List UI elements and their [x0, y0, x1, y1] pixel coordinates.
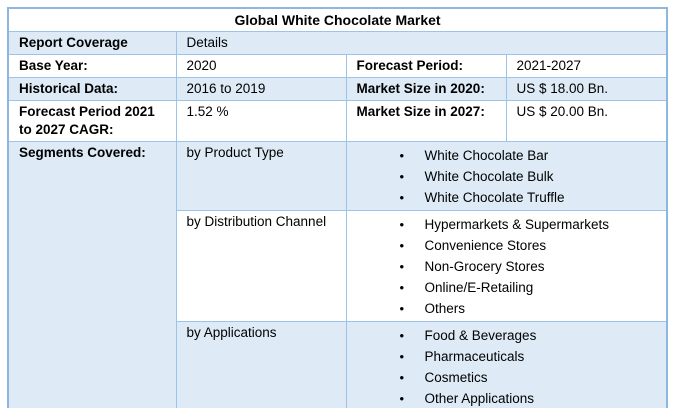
report-coverage-value: Details — [175, 31, 668, 55]
market-report-table: Global White Chocolate Market Report Cov… — [7, 7, 669, 408]
list-item-label: White Chocolate Truffle — [424, 190, 565, 205]
list-item-label: Cosmetics — [424, 370, 488, 385]
list-item: • Non-Grocery Stores — [357, 256, 657, 277]
base-year-value: 2020 — [175, 54, 347, 78]
table-title: Global White Chocolate Market — [7, 7, 668, 32]
bullet-icon: • — [399, 328, 405, 343]
list-item-label: Others — [424, 301, 466, 316]
list-item: • Hypermarkets & Supermarkets — [357, 214, 657, 235]
list-item: • Others — [357, 298, 657, 319]
bullet-icon: • — [399, 301, 405, 316]
list-item-label: White Chocolate Bulk — [424, 169, 554, 184]
historical-data-value: 2016 to 2019 — [175, 77, 347, 101]
forecast-period-value: 2021-2027 — [505, 54, 668, 78]
market-size-2020-label: Market Size in 2020: — [345, 77, 507, 101]
bullet-icon: • — [399, 280, 405, 295]
bullet-icon: • — [399, 391, 405, 406]
list-item-label: Hypermarkets & Supermarkets — [424, 217, 610, 232]
list-item-label: Convenience Stores — [424, 238, 547, 253]
bullet-icon: • — [399, 190, 405, 205]
list-item: • Food & Beverages — [357, 325, 657, 346]
segment-items-product-type: • White Chocolate Bar • White Chocolate Bu… — [345, 141, 668, 211]
historical-data-label: Historical Data: — [7, 77, 177, 101]
bullet-icon: • — [399, 148, 405, 163]
bullet-list: • Food & Beverages • Pharmaceuticals • Cosm… — [357, 324, 657, 408]
market-size-2027-value: US $ 20.00 Bn. — [505, 100, 668, 142]
list-item-label: Food & Beverages — [424, 328, 537, 343]
list-item: • White Chocolate Bulk — [357, 166, 657, 187]
list-item-label: Pharmaceuticals — [424, 349, 525, 364]
segment-items-distribution-channel: • Hypermarkets & Supermarkets • Convenienc… — [345, 210, 668, 322]
base-year-label: Base Year: — [7, 54, 177, 78]
list-item: • Cosmetics — [357, 367, 657, 388]
list-item-label: Online/E-Retailing — [424, 280, 534, 295]
market-size-2020-value: US $ 18.00 Bn. — [505, 77, 668, 101]
list-item: • Online/E-Retailing — [357, 277, 657, 298]
bullet-list: • Hypermarkets & Supermarkets • Convenienc… — [357, 213, 657, 319]
list-item-label: Non-Grocery Stores — [424, 259, 545, 274]
segment-group-distribution-channel: by Distribution Channel — [175, 210, 347, 322]
bullet-list: • White Chocolate Bar • White Chocolate Bu… — [357, 144, 657, 208]
forecast-period-label: Forecast Period: — [345, 54, 507, 78]
segment-group-applications: by Applications — [175, 321, 347, 408]
report-coverage-label: Report Coverage — [7, 31, 177, 55]
market-size-2027-label: Market Size in 2027: — [345, 100, 507, 142]
segment-group-product-type: by Product Type — [175, 141, 347, 211]
list-item: • White Chocolate Bar — [357, 145, 657, 166]
segment-items-applications: • Food & Beverages • Pharmaceuticals • Cosm… — [345, 321, 668, 408]
list-item: • Pharmaceuticals — [357, 346, 657, 367]
list-item-label: White Chocolate Bar — [424, 148, 549, 163]
cagr-label: Forecast Period 2021 to 2027 CAGR: — [7, 100, 177, 142]
bullet-icon: • — [399, 217, 405, 232]
bullet-icon: • — [399, 259, 405, 274]
bullet-icon: • — [399, 370, 405, 385]
list-item: • Convenience Stores — [357, 235, 657, 256]
cagr-value: 1.52 % — [175, 100, 347, 142]
bullet-icon: • — [399, 238, 405, 253]
bullet-icon: • — [399, 169, 405, 184]
list-item: • Other Applications — [357, 388, 657, 408]
segments-covered-label: Segments Covered: — [7, 141, 177, 408]
list-item-label: Other Applications — [424, 391, 535, 406]
bullet-icon: • — [399, 349, 405, 364]
list-item: • White Chocolate Truffle — [357, 187, 657, 208]
